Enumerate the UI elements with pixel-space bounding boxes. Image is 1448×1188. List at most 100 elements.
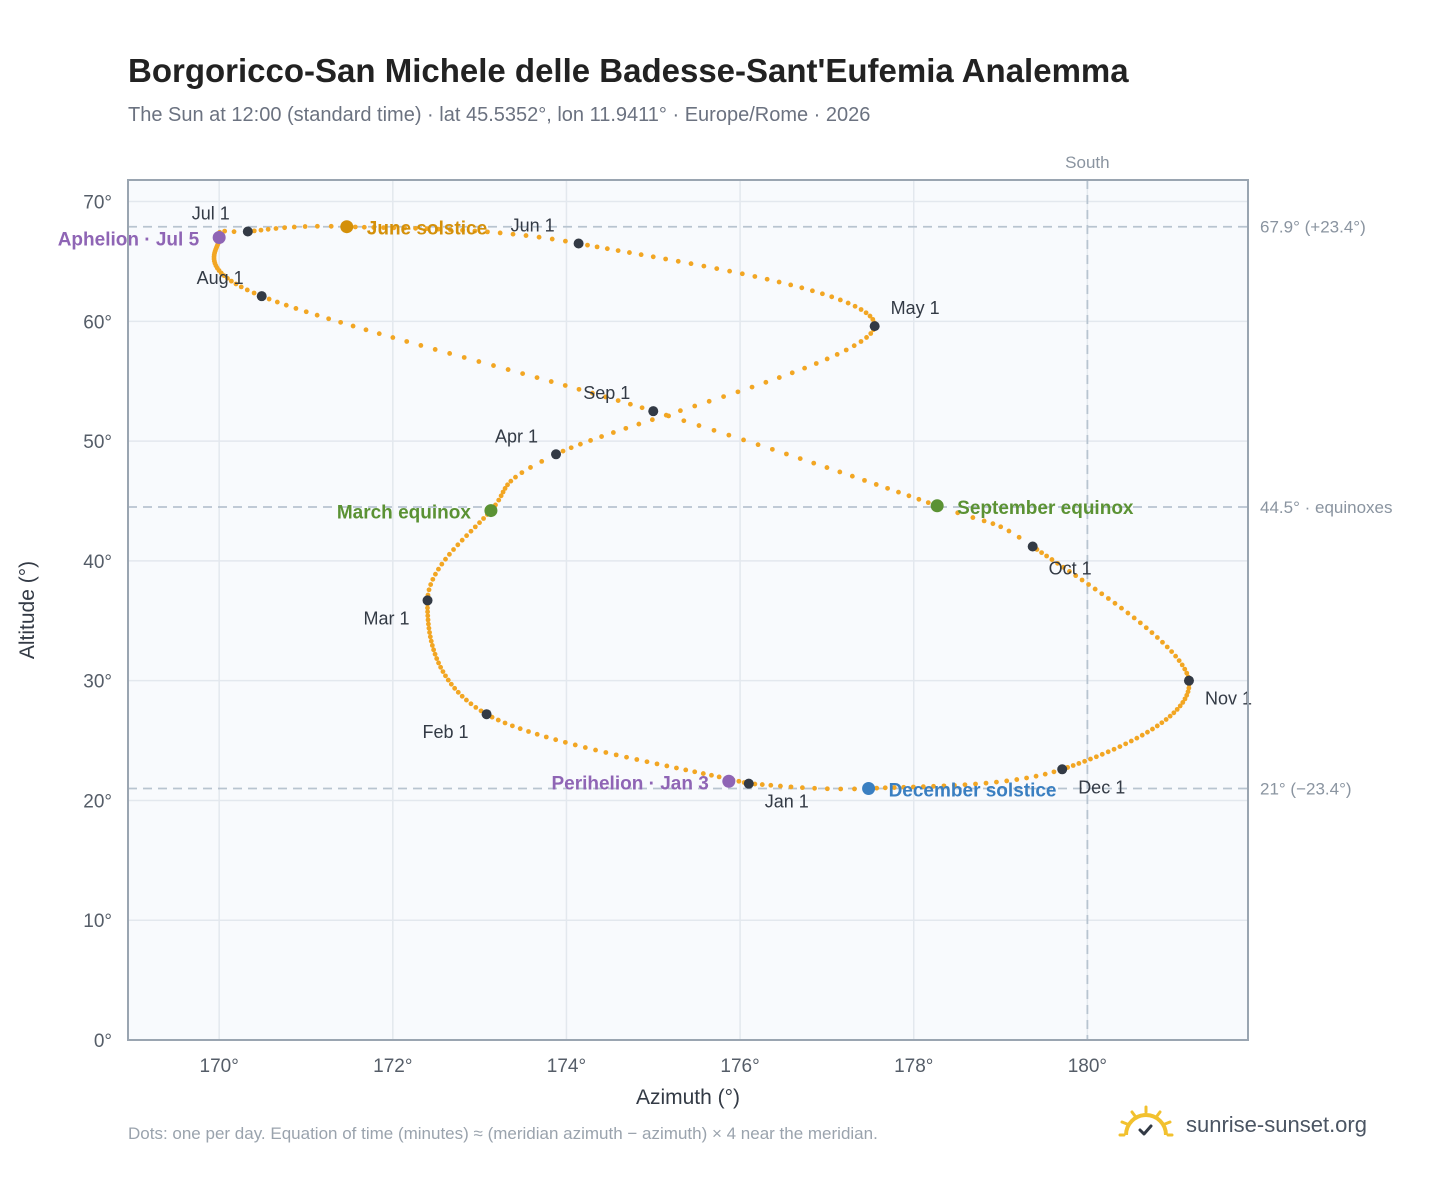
daily-sun-dot bbox=[513, 474, 518, 480]
daily-sun-dot bbox=[624, 754, 629, 760]
daily-sun-dot bbox=[1134, 735, 1140, 741]
x-axis-label: Azimuth (°) bbox=[636, 1086, 740, 1109]
daily-sun-dot bbox=[425, 609, 430, 615]
daily-sun-dot bbox=[328, 223, 334, 229]
daily-sun-dot bbox=[636, 421, 642, 427]
daily-sun-dot bbox=[238, 284, 244, 290]
daily-sun-dot bbox=[433, 571, 438, 577]
daily-sun-dot bbox=[735, 389, 741, 395]
daily-sun-dot bbox=[1171, 710, 1177, 716]
daily-sun-dot bbox=[837, 297, 843, 303]
y-tick-label: 10° bbox=[83, 911, 112, 932]
month-marker bbox=[648, 406, 659, 417]
daily-sun-dot bbox=[404, 339, 410, 344]
daily-sun-dot bbox=[799, 285, 805, 291]
daily-sun-dot bbox=[726, 432, 732, 438]
daily-sun-dot bbox=[460, 227, 465, 233]
daily-sun-dot bbox=[838, 786, 844, 792]
daily-sun-dot bbox=[424, 226, 430, 232]
daily-sun-dot bbox=[1164, 644, 1170, 650]
daily-sun-dot bbox=[440, 669, 446, 674]
x-tick-label: 170° bbox=[200, 1056, 239, 1077]
daily-sun-dot bbox=[563, 238, 568, 244]
daily-sun-dot bbox=[1149, 630, 1155, 636]
daily-sun-dot bbox=[431, 647, 437, 653]
daily-sun-dot bbox=[973, 781, 978, 787]
daily-sun-dot bbox=[472, 524, 478, 530]
daily-sun-dot bbox=[677, 408, 683, 414]
daily-sun-dot bbox=[228, 278, 234, 284]
daily-sun-dot bbox=[452, 685, 458, 691]
daily-sun-dot bbox=[1177, 703, 1183, 709]
daily-sun-dot bbox=[1163, 717, 1169, 722]
daily-sun-dot bbox=[623, 425, 629, 431]
daily-sun-dot bbox=[843, 347, 849, 353]
daily-sun-dot bbox=[508, 478, 514, 484]
daily-sun-dot bbox=[650, 254, 656, 260]
daily-sun-dot bbox=[1128, 738, 1134, 744]
daily-sun-dot bbox=[931, 783, 936, 789]
daily-sun-dot bbox=[1060, 564, 1066, 570]
daily-sun-dot bbox=[376, 331, 382, 337]
daily-sun-dot bbox=[870, 316, 876, 322]
daily-sun-dot bbox=[468, 528, 474, 534]
daily-sun-dot bbox=[1186, 685, 1192, 691]
daily-sun-dot bbox=[916, 496, 922, 502]
daily-sun-dot bbox=[714, 266, 720, 271]
daily-sun-dot bbox=[864, 335, 869, 340]
daily-sun-dot bbox=[1180, 700, 1186, 705]
daily-sun-dot bbox=[477, 520, 482, 526]
daily-sun-dot bbox=[534, 731, 540, 737]
daily-sun-dot bbox=[502, 485, 508, 491]
daily-sun-dot bbox=[674, 765, 679, 771]
daily-sun-dot bbox=[391, 225, 397, 231]
daily-sun-dot bbox=[955, 510, 961, 516]
daily-sun-dot bbox=[543, 734, 549, 740]
daily-sun-dot bbox=[293, 306, 299, 311]
daily-sun-dot bbox=[858, 307, 864, 312]
daily-sun-dot bbox=[755, 442, 761, 448]
brand[interactable]: sunrise-sunset.org bbox=[1118, 1100, 1367, 1150]
daily-sun-dot bbox=[426, 587, 432, 593]
daily-sun-dot bbox=[664, 763, 670, 769]
daily-sun-dot bbox=[1154, 635, 1160, 640]
y-tick-label: 0° bbox=[94, 1031, 112, 1052]
daily-sun-dot bbox=[562, 383, 568, 388]
month-marker bbox=[551, 449, 562, 460]
footnote: Dots: one per day. Equation of time (min… bbox=[128, 1124, 878, 1143]
daily-sun-dot bbox=[891, 785, 897, 790]
daily-sun-dot bbox=[615, 248, 621, 253]
month-label: Dec 1 bbox=[1078, 777, 1125, 797]
daily-sun-dot bbox=[553, 737, 559, 743]
daily-sun-dot bbox=[585, 242, 590, 248]
daily-sun-dot bbox=[451, 547, 456, 552]
daily-sun-dot bbox=[920, 784, 926, 790]
daily-sun-dot bbox=[1150, 726, 1155, 732]
month-marker bbox=[1183, 675, 1194, 686]
daily-sun-dot bbox=[868, 331, 874, 336]
month-marker bbox=[573, 238, 584, 249]
daily-sun-dot bbox=[233, 281, 239, 287]
month-marker bbox=[422, 595, 433, 606]
daily-sun-dot bbox=[882, 785, 888, 791]
daily-sun-dot bbox=[603, 394, 608, 400]
y-tick-label: 50° bbox=[83, 432, 112, 453]
daily-sun-dot bbox=[852, 786, 857, 792]
daily-sun-dot bbox=[582, 745, 588, 750]
daily-sun-dot bbox=[283, 302, 289, 308]
daily-sun-dot bbox=[1105, 596, 1111, 601]
daily-sun-dot bbox=[588, 438, 593, 443]
month-marker bbox=[869, 321, 880, 332]
daily-sun-dot bbox=[644, 759, 650, 765]
month-label: Apr 1 bbox=[495, 426, 538, 446]
daily-sun-dot bbox=[303, 309, 309, 315]
month-marker bbox=[743, 778, 754, 789]
plot-area bbox=[128, 180, 1248, 1040]
daily-sun-dot bbox=[910, 784, 916, 790]
daily-sun-dot bbox=[610, 430, 616, 435]
daily-sun-dot bbox=[721, 394, 726, 400]
daily-sun-dot bbox=[1086, 582, 1091, 587]
daily-sun-dot bbox=[819, 291, 825, 297]
daily-sun-dot bbox=[764, 276, 770, 282]
daily-sun-dot bbox=[528, 465, 533, 470]
